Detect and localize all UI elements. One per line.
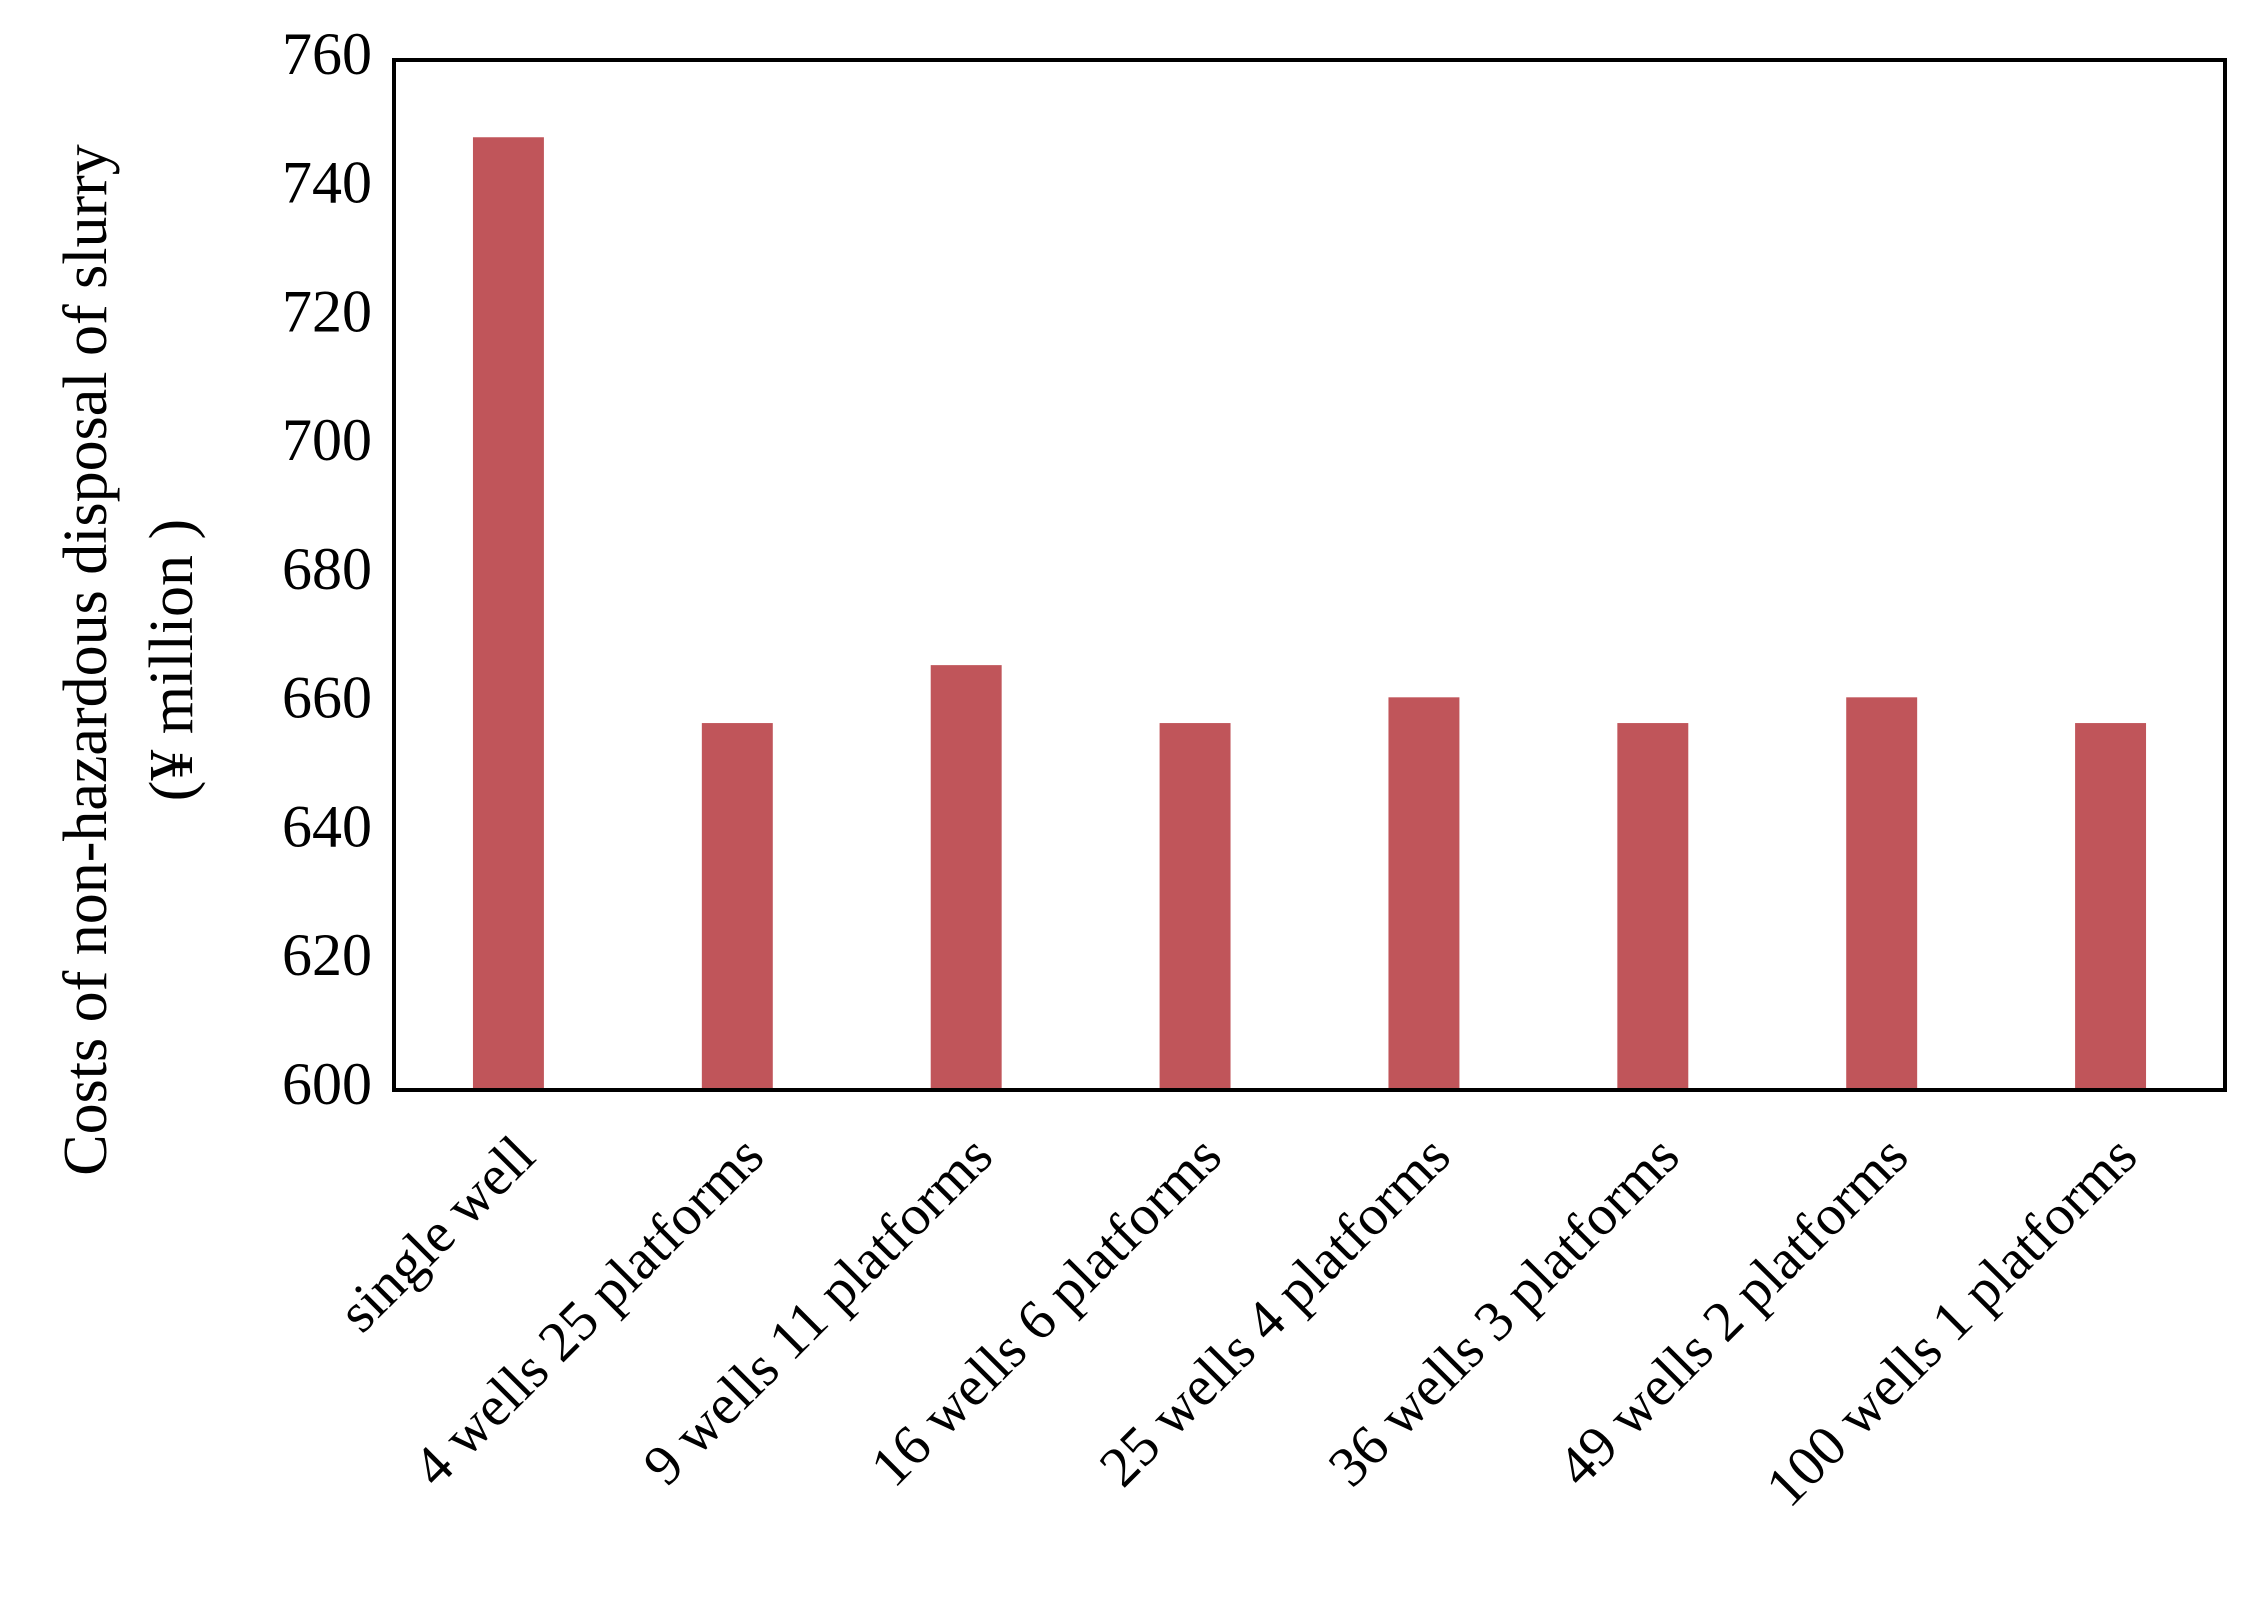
bar <box>701 723 773 1090</box>
y-tick-label: 620 <box>282 922 372 988</box>
bar <box>472 137 544 1090</box>
x-tick-label: 100 wells 1 platforms <box>1754 1124 2149 1519</box>
bar <box>1388 697 1460 1090</box>
y-tick-label: 760 <box>282 21 372 87</box>
y-tick-label: 600 <box>282 1051 372 1117</box>
bar <box>1846 697 1918 1090</box>
plot-frame <box>392 58 2227 1092</box>
y-tick-label: 700 <box>282 407 372 473</box>
y-tick-label: 680 <box>282 536 372 602</box>
y-tick-label: 740 <box>282 150 372 216</box>
bar <box>1617 723 1689 1090</box>
y-tick-label: 660 <box>282 665 372 731</box>
bar <box>930 665 1002 1090</box>
y-axis-label: (¥ million ) <box>138 519 206 801</box>
bar <box>2075 723 2147 1090</box>
y-tick-label: 640 <box>282 793 372 859</box>
bar <box>1159 723 1231 1090</box>
y-tick-label: 720 <box>282 278 372 344</box>
y-axis-label: Costs of non-hazardous disposal of slurr… <box>52 144 120 1175</box>
x-tick-label: single well <box>327 1124 547 1344</box>
